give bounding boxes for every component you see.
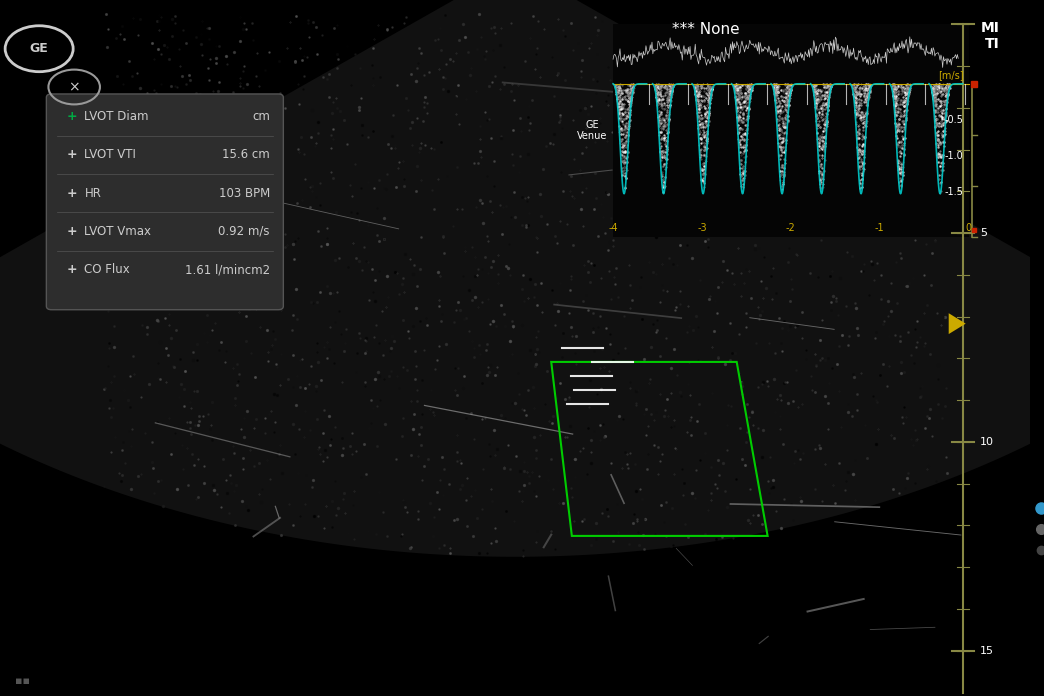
Text: -1.5: -1.5 [945, 187, 964, 197]
Text: +: + [67, 187, 77, 200]
Text: LVOT VTI: LVOT VTI [85, 148, 137, 161]
Text: 103 BPM: 103 BPM [218, 187, 270, 200]
FancyBboxPatch shape [46, 94, 283, 310]
Text: 15: 15 [980, 646, 994, 656]
Text: 0.92 m/s: 0.92 m/s [218, 225, 270, 238]
Text: 5: 5 [980, 228, 987, 238]
Polygon shape [949, 313, 966, 334]
Text: 10: 10 [980, 437, 994, 447]
Text: 1.61 l/mincm2: 1.61 l/mincm2 [185, 263, 270, 276]
Text: GE
Venue: GE Venue [577, 120, 608, 141]
Text: 0: 0 [966, 223, 972, 233]
Text: +: + [67, 225, 77, 238]
Polygon shape [0, 0, 1044, 557]
Text: 15.6 cm: 15.6 cm [222, 148, 270, 161]
Text: LVOT Diam: LVOT Diam [85, 110, 149, 123]
Text: -1.0: -1.0 [945, 151, 964, 161]
Text: ×: × [68, 80, 80, 94]
Text: -4: -4 [609, 223, 618, 233]
Text: cm: cm [252, 110, 270, 123]
Text: *** None: *** None [672, 22, 739, 38]
Text: ▪▪: ▪▪ [16, 676, 30, 686]
Text: -1: -1 [875, 223, 884, 233]
Text: +: + [67, 110, 77, 123]
Text: GE: GE [30, 42, 48, 55]
Text: -3: -3 [697, 223, 707, 233]
Text: -2: -2 [786, 223, 796, 233]
Text: MI
TI: MI TI [980, 21, 999, 51]
Text: LVOT Vmax: LVOT Vmax [85, 225, 151, 238]
Text: -0.5: -0.5 [945, 115, 964, 125]
Text: [m/s]: [m/s] [938, 70, 964, 80]
Text: CO Flux: CO Flux [85, 263, 130, 276]
Bar [613, 24, 969, 237]
Text: +: + [67, 148, 77, 161]
Text: HR: HR [85, 187, 101, 200]
Text: +: + [67, 263, 77, 276]
